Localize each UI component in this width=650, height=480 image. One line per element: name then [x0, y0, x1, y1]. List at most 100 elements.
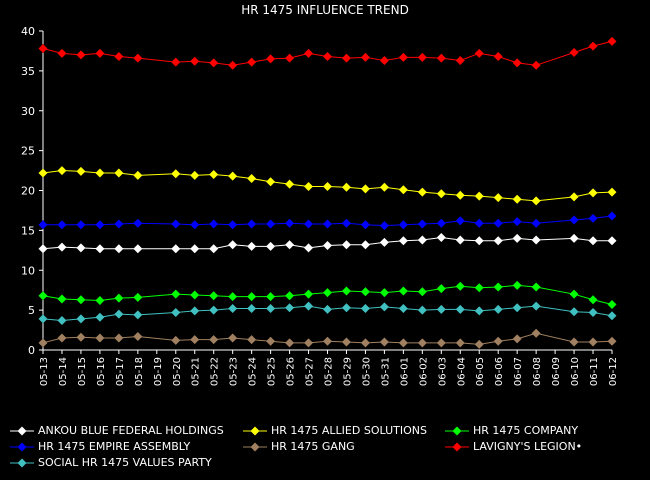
- data-point-marker: [417, 338, 427, 348]
- data-point-marker: [455, 281, 465, 291]
- data-point-marker: [171, 335, 181, 345]
- data-point-marker: [417, 219, 427, 229]
- data-point-marker: [285, 179, 295, 189]
- series-group: [38, 166, 617, 206]
- data-point-marker: [417, 52, 427, 62]
- data-point-marker: [171, 219, 181, 229]
- data-point-marker: [323, 219, 332, 229]
- data-point-marker: [607, 36, 617, 46]
- data-point-marker: [512, 58, 522, 68]
- data-point-marker: [133, 170, 143, 180]
- data-point-marker: [531, 196, 541, 206]
- data-point-marker: [190, 306, 200, 316]
- data-point-marker: [133, 218, 143, 228]
- data-point-marker: [247, 174, 257, 184]
- data-point-marker: [76, 50, 86, 60]
- data-point-marker: [38, 244, 48, 254]
- data-point-marker: [228, 333, 238, 343]
- data-point-marker: [190, 220, 200, 230]
- data-point-marker: [493, 236, 503, 246]
- data-point-marker: [76, 314, 86, 324]
- data-point-marker: [398, 286, 408, 296]
- data-point-marker: [323, 288, 332, 298]
- data-point-marker: [266, 241, 276, 251]
- data-point-marker: [398, 338, 408, 348]
- data-point-marker: [493, 52, 503, 62]
- data-point-marker: [247, 335, 257, 345]
- y-tick-label: 5: [28, 304, 35, 317]
- data-point-marker: [228, 304, 238, 314]
- legend-item: HR 1475 COMPANY: [445, 424, 578, 437]
- data-point-marker: [360, 338, 370, 348]
- y-tick-label: 10: [21, 264, 35, 277]
- data-point-marker: [512, 217, 522, 227]
- data-point-marker: [588, 295, 598, 305]
- data-point-marker: [493, 218, 503, 228]
- data-point-marker: [323, 336, 332, 346]
- data-point-marker: [360, 220, 370, 230]
- data-point-marker: [607, 300, 617, 310]
- data-point-marker: [607, 211, 617, 221]
- data-point-marker: [436, 304, 446, 314]
- series-layer: [38, 36, 617, 349]
- data-point-marker: [57, 242, 67, 252]
- data-point-marker: [171, 57, 181, 67]
- legend-item: ANKOU BLUE FEDERAL HOLDINGS: [10, 424, 224, 437]
- x-tick-label: 06-12: [608, 357, 619, 386]
- data-point-marker: [171, 169, 181, 179]
- data-point-marker: [266, 292, 276, 302]
- data-point-marker: [285, 53, 295, 63]
- data-point-marker: [607, 187, 617, 197]
- data-point-marker: [228, 240, 238, 250]
- data-point-marker: [341, 218, 351, 228]
- data-point-marker: [588, 41, 598, 51]
- x-tick-label: 06-10: [570, 357, 581, 386]
- data-point-marker: [190, 335, 200, 345]
- data-point-marker: [417, 187, 427, 197]
- data-point-marker: [512, 303, 522, 313]
- data-point-marker: [57, 333, 67, 343]
- data-point-marker: [285, 303, 295, 313]
- data-point-marker: [436, 233, 446, 243]
- data-point-marker: [512, 233, 522, 243]
- data-point-marker: [455, 235, 465, 245]
- data-point-marker: [455, 216, 465, 226]
- x-tick-label: 05-20: [172, 357, 183, 386]
- data-point-marker: [38, 314, 48, 324]
- data-point-marker: [531, 282, 541, 292]
- data-point-marker: [360, 240, 370, 250]
- data-point-marker: [417, 287, 427, 297]
- data-point-marker: [114, 293, 124, 303]
- data-point-marker: [569, 289, 579, 299]
- data-point-marker: [171, 308, 181, 318]
- data-point-marker: [588, 308, 598, 318]
- y-tick-label: 35: [21, 65, 35, 78]
- chart-title: HR 1475 INFLUENCE TREND: [241, 3, 409, 17]
- x-tick-label: 05-25: [267, 357, 278, 386]
- data-point-marker: [190, 170, 200, 180]
- legend-swatch-icon: [445, 442, 469, 451]
- y-tick-label: 30: [21, 105, 35, 118]
- data-point-marker: [285, 240, 295, 250]
- legend-label: LAVIGNY'S LEGION•: [473, 440, 583, 453]
- legend-label: HR 1475 EMPIRE ASSEMBLY: [38, 440, 191, 453]
- data-point-marker: [209, 58, 219, 68]
- legend-item: SOCIAL HR 1475 VALUES PARTY: [10, 456, 212, 469]
- data-point-marker: [38, 44, 48, 54]
- data-point-marker: [607, 236, 617, 246]
- data-point-marker: [38, 338, 48, 348]
- legend-swatch-icon: [10, 458, 34, 467]
- data-point-marker: [266, 177, 276, 187]
- data-point-marker: [304, 338, 314, 348]
- legend-label: HR 1475 GANG: [271, 440, 355, 453]
- data-point-marker: [341, 303, 351, 313]
- data-point-marker: [379, 237, 389, 247]
- data-point-marker: [436, 284, 446, 294]
- legend-item: HR 1475 ALLIED SOLUTIONS: [243, 424, 427, 437]
- data-point-marker: [304, 182, 314, 192]
- data-point-marker: [588, 236, 598, 246]
- series-group: [38, 211, 617, 231]
- data-point-marker: [341, 286, 351, 296]
- data-point-marker: [209, 219, 219, 229]
- data-point-marker: [228, 60, 238, 70]
